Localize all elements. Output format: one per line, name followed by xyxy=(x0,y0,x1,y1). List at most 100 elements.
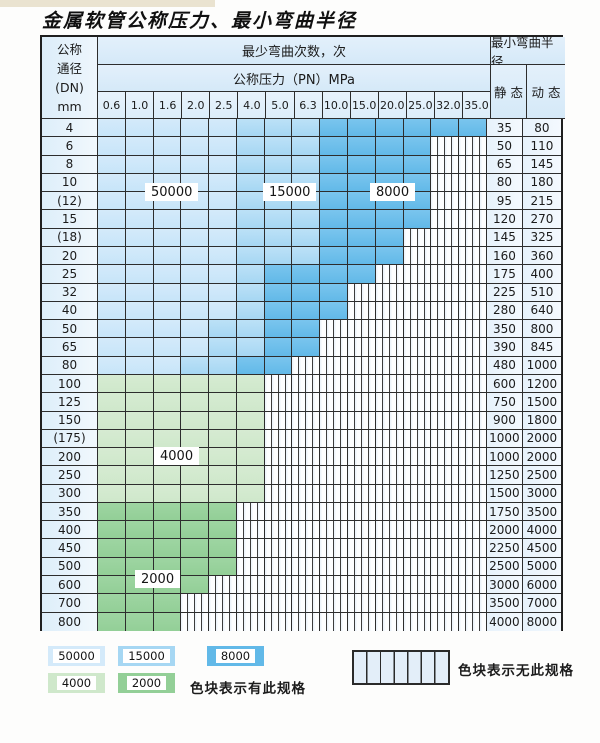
spec-cell xyxy=(181,484,210,503)
spec-cell xyxy=(153,411,182,430)
no-spec-cell xyxy=(292,594,321,613)
no-spec-cell xyxy=(236,557,265,577)
spec-cell xyxy=(125,411,154,430)
spec-cell xyxy=(181,228,210,247)
spec-cell xyxy=(320,192,349,211)
spec-cell xyxy=(292,265,321,284)
spec-cell xyxy=(236,301,265,321)
no-spec-cell xyxy=(459,612,487,631)
spec-cell xyxy=(98,265,126,284)
spec-cell xyxy=(209,466,237,485)
no-spec-cell xyxy=(236,521,265,540)
no-spec-cell xyxy=(459,210,487,229)
static-value-cell: 1750 xyxy=(486,502,523,522)
spec-cell xyxy=(209,539,237,558)
spec-cell xyxy=(98,576,126,595)
no-spec-cell xyxy=(403,484,432,503)
table-row: 200 1000 2000 xyxy=(42,448,561,467)
no-spec-cell xyxy=(292,557,321,577)
pressure-tick: 20.0 xyxy=(378,92,407,118)
legend-swatch: 50000 xyxy=(48,646,105,666)
dn-cell: 150 xyxy=(42,411,98,430)
no-spec-cell xyxy=(459,429,487,449)
spec-cell xyxy=(264,210,293,229)
no-spec-cell xyxy=(348,612,376,631)
spec-cell xyxy=(125,155,154,174)
spec-cell xyxy=(153,320,182,339)
spec-cell xyxy=(348,228,376,247)
spec-cell xyxy=(98,521,126,540)
no-spec-cell xyxy=(403,612,432,631)
no-spec-cell xyxy=(375,466,404,485)
table-row: 4 35 80 xyxy=(42,119,561,138)
dn-cell: 400 xyxy=(42,521,98,540)
spec-cell xyxy=(236,466,265,485)
spec-cell xyxy=(153,137,182,156)
no-spec-cell xyxy=(320,356,349,375)
table-row: 50 350 800 xyxy=(42,320,561,339)
spec-cell xyxy=(320,283,349,302)
dynamic-value-cell: 1000 xyxy=(522,356,561,375)
spec-cell xyxy=(125,301,154,321)
spec-cell xyxy=(181,210,210,229)
spec-cell xyxy=(98,594,126,613)
table-row: 25 175 400 xyxy=(42,265,561,284)
spec-cell xyxy=(236,265,265,284)
zone-label: 2000 xyxy=(135,570,181,588)
no-spec-cell xyxy=(431,502,460,522)
pressure-header: 公称压力（PN）MPa xyxy=(98,65,491,92)
dn-cell: 500 xyxy=(42,557,98,577)
spec-cell xyxy=(264,356,293,375)
spec-cell xyxy=(98,484,126,503)
no-spec-cell xyxy=(403,429,432,449)
spec-cell xyxy=(181,320,210,339)
spec-cell xyxy=(236,484,265,503)
spec-cell xyxy=(375,137,404,156)
spec-cell xyxy=(153,429,182,449)
no-spec-cell xyxy=(459,320,487,339)
spec-cell xyxy=(209,338,237,357)
no-spec-cell xyxy=(459,374,487,394)
pressure-tick: 6.3 xyxy=(294,92,323,118)
dynamic-value-cell: 3500 xyxy=(522,502,561,522)
spec-cell xyxy=(125,228,154,247)
spec-cell xyxy=(236,283,265,302)
legend-swatch-label: 50000 xyxy=(53,649,100,663)
pressure-tick: 1.0 xyxy=(126,92,155,118)
legend-no-spec-text: 色块表示无此规格 xyxy=(458,663,574,679)
no-spec-cell xyxy=(403,228,432,247)
pressure-tick: 0.6 xyxy=(97,92,127,118)
spec-cell xyxy=(209,265,237,284)
static-value-cell: 1000 xyxy=(486,448,523,467)
spec-cell xyxy=(98,210,126,229)
spec-cell xyxy=(209,228,237,247)
dn-cell: 4 xyxy=(42,119,98,138)
dynamic-value-cell: 4000 xyxy=(522,521,561,540)
spec-cell xyxy=(125,466,154,485)
pressure-tick: 4.0 xyxy=(238,92,267,118)
spec-cell xyxy=(209,521,237,540)
table-row: 40 280 640 xyxy=(42,301,561,321)
static-value-cell: 95 xyxy=(486,192,523,211)
spec-cell xyxy=(236,393,265,412)
no-spec-cell xyxy=(375,484,404,503)
dynamic-value-cell: 270 xyxy=(522,210,561,229)
spec-table: 公称 通径 (DN) mm 最少弯曲次数，次 最小弯曲半径 公称压力（PN）MPa 0… xyxy=(40,35,565,631)
no-spec-cell xyxy=(181,612,210,631)
spec-cell xyxy=(375,155,404,174)
no-spec-cell xyxy=(292,429,321,449)
spec-cell xyxy=(98,155,126,174)
no-spec-cell xyxy=(264,557,293,577)
spec-cell xyxy=(153,393,182,412)
spec-cell xyxy=(181,137,210,156)
spec-cell xyxy=(209,411,237,430)
static-value-cell: 2250 xyxy=(486,539,523,558)
spec-cell xyxy=(209,301,237,321)
spec-cell xyxy=(320,265,349,284)
spec-cell xyxy=(292,137,321,156)
spec-cell xyxy=(98,119,126,138)
spec-cell xyxy=(348,137,376,156)
no-spec-cell xyxy=(320,429,349,449)
spec-cell xyxy=(459,119,487,138)
no-spec-cell xyxy=(459,594,487,613)
